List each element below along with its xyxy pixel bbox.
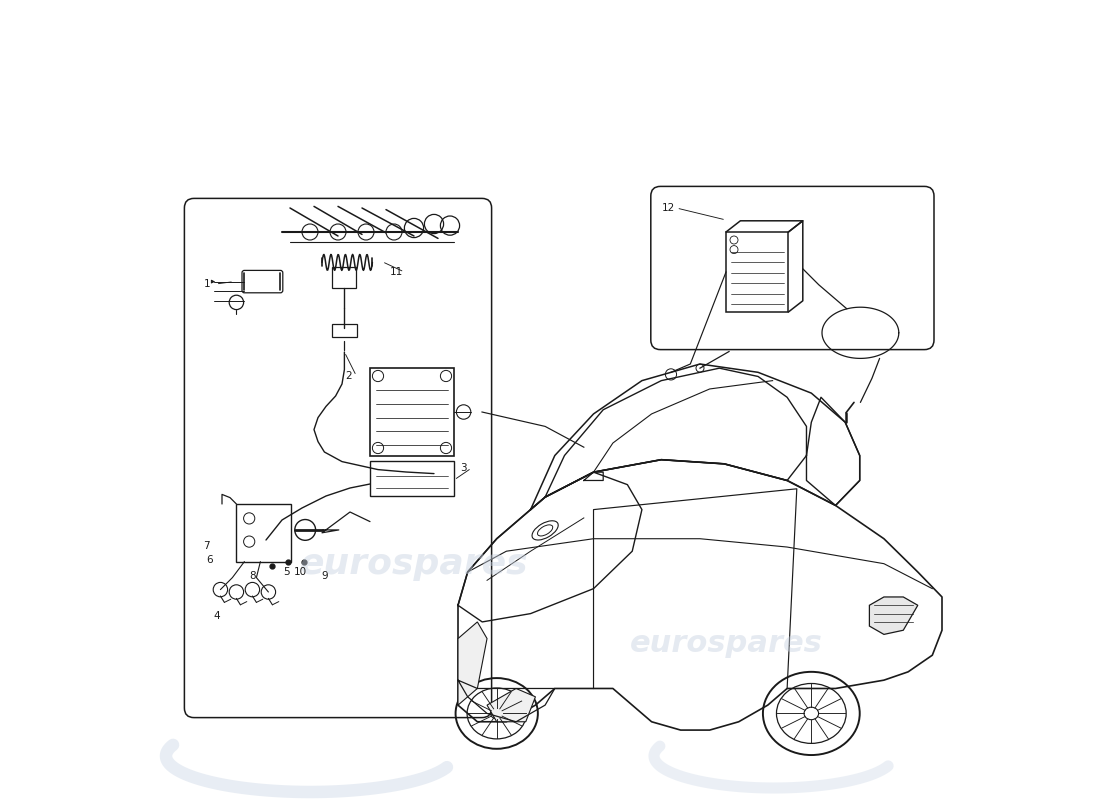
Text: 4: 4 [213, 611, 220, 621]
FancyBboxPatch shape [332, 267, 356, 288]
Text: 11: 11 [389, 267, 403, 277]
Polygon shape [487, 689, 536, 722]
FancyBboxPatch shape [236, 504, 290, 562]
FancyBboxPatch shape [726, 232, 789, 312]
Text: 5: 5 [283, 567, 289, 577]
Text: 7: 7 [202, 541, 209, 550]
Text: 8: 8 [249, 571, 255, 581]
FancyBboxPatch shape [370, 368, 454, 456]
Text: 10: 10 [294, 567, 307, 577]
Text: 3: 3 [460, 463, 466, 473]
FancyBboxPatch shape [242, 270, 283, 293]
Text: 12: 12 [662, 203, 675, 213]
Text: 6: 6 [207, 555, 213, 565]
Polygon shape [458, 622, 487, 705]
Text: eurospares: eurospares [629, 630, 823, 658]
Polygon shape [869, 597, 917, 634]
Text: 2: 2 [345, 371, 352, 381]
FancyBboxPatch shape [331, 324, 358, 337]
Text: 1: 1 [205, 279, 211, 289]
Text: 9: 9 [321, 571, 328, 581]
Text: eurospares: eurospares [299, 547, 528, 581]
FancyBboxPatch shape [370, 461, 454, 496]
